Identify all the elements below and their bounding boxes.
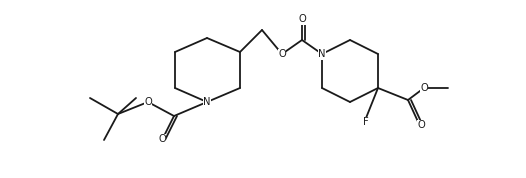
Text: O: O bbox=[158, 134, 166, 144]
Text: O: O bbox=[278, 49, 286, 59]
Text: O: O bbox=[298, 14, 306, 24]
Text: F: F bbox=[363, 117, 369, 127]
Text: O: O bbox=[144, 97, 152, 107]
Text: N: N bbox=[203, 97, 211, 107]
Text: O: O bbox=[417, 120, 425, 130]
Text: O: O bbox=[420, 83, 428, 93]
Text: N: N bbox=[318, 49, 326, 59]
